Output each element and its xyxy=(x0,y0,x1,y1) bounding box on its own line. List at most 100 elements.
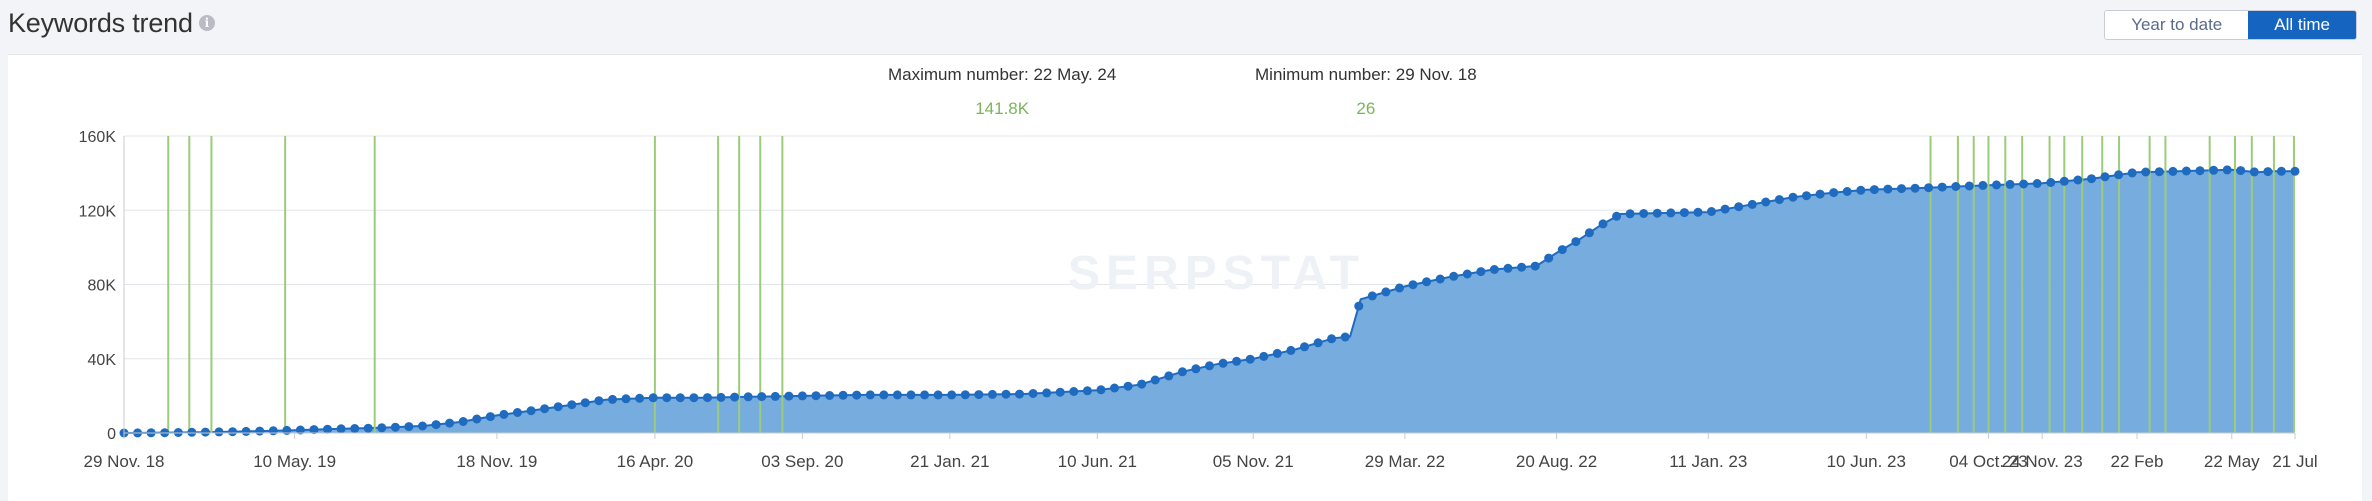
data-point xyxy=(1096,385,1106,395)
maximum-value: 141.8K xyxy=(975,99,1030,118)
info-icon[interactable]: i xyxy=(198,14,215,31)
y-tick-label: 0 xyxy=(107,426,116,443)
keywords-trend-chart: SERPSTAT 0 40K 80K 120K 160K 29 Nov. 18 10 Ma… xyxy=(79,129,2318,471)
data-point xyxy=(743,392,753,402)
data-point xyxy=(1082,386,1092,396)
data-point xyxy=(1245,354,1255,364)
area-fill xyxy=(124,169,2295,434)
minimum-stat: Minimum number: 29 Nov. 18 26 xyxy=(1255,65,1477,119)
data-point xyxy=(2154,167,2164,177)
data-point xyxy=(1218,358,1228,368)
data-point xyxy=(377,423,387,433)
y-axis: 0 40K 80K 120K 160K xyxy=(79,129,125,443)
data-point xyxy=(1992,180,2001,190)
data-points xyxy=(119,165,2300,438)
data-point xyxy=(214,427,224,437)
all-time-button[interactable]: All time xyxy=(2248,11,2356,39)
data-point xyxy=(363,423,373,433)
data-point xyxy=(1530,261,1540,271)
data-point xyxy=(1286,345,1296,355)
data-point xyxy=(648,393,658,403)
data-point xyxy=(1788,192,1798,202)
data-point xyxy=(1164,371,1174,381)
x-tick-label: 29 Nov. 18 xyxy=(84,452,165,471)
data-point xyxy=(770,391,780,401)
area-series xyxy=(123,168,2295,434)
year-to-date-button[interactable]: Year to date xyxy=(2105,11,2249,39)
data-point xyxy=(1340,332,1350,342)
data-point xyxy=(2181,166,2191,176)
data-point xyxy=(1815,189,1825,199)
y-tick-label: 120K xyxy=(79,203,117,220)
data-point xyxy=(1191,364,1201,374)
data-point xyxy=(1842,187,1852,196)
data-point xyxy=(404,422,414,432)
x-tick-label: 16 Apr. 20 xyxy=(617,452,694,471)
data-point xyxy=(1924,183,1934,193)
data-point xyxy=(485,412,495,422)
data-point xyxy=(255,426,265,436)
x-tick-label: 10 May. 19 xyxy=(253,452,336,471)
data-point xyxy=(1395,283,1404,293)
data-point xyxy=(200,427,210,437)
serpstat-watermark: SERPSTAT xyxy=(1068,247,1365,300)
data-point xyxy=(865,390,875,400)
data-point xyxy=(608,394,617,404)
data-point xyxy=(1042,388,1052,398)
x-tick-label: 21 Jul xyxy=(2272,452,2317,471)
data-point xyxy=(1015,389,1024,399)
data-point xyxy=(1272,348,1282,358)
data-point xyxy=(2100,172,2110,182)
data-point xyxy=(960,390,970,400)
data-point xyxy=(1069,387,1079,396)
data-point xyxy=(472,414,482,424)
data-point xyxy=(757,392,767,402)
data-point xyxy=(1435,274,1445,284)
data-point xyxy=(2127,168,2137,178)
data-point xyxy=(1883,184,1893,194)
data-point xyxy=(187,427,197,437)
data-point xyxy=(920,390,930,400)
data-point xyxy=(2087,174,2096,184)
data-point xyxy=(1964,181,1974,191)
data-point xyxy=(513,408,522,417)
chart-title: Keywords trend i xyxy=(8,8,215,39)
data-point xyxy=(580,398,590,408)
data-point xyxy=(2114,170,2124,180)
data-point xyxy=(703,393,712,403)
data-point xyxy=(1571,237,1581,247)
data-point xyxy=(1761,197,1771,207)
data-point xyxy=(1544,253,1554,263)
data-point xyxy=(1937,182,1947,192)
data-point xyxy=(621,394,631,404)
data-point xyxy=(1612,211,1622,221)
data-point xyxy=(2263,167,2273,177)
data-point xyxy=(892,390,902,400)
data-point xyxy=(1652,208,1662,218)
x-tick-label: 11 Jan. 23 xyxy=(1669,452,1747,471)
data-point xyxy=(1259,351,1269,361)
data-point xyxy=(431,420,441,430)
data-point xyxy=(1707,207,1716,216)
watermark-text: SERPSTAT xyxy=(1068,247,1365,300)
data-point xyxy=(336,424,346,434)
data-point xyxy=(974,390,984,400)
data-point xyxy=(1856,185,1866,195)
data-point xyxy=(1978,180,1988,190)
x-tick-label: 24 Nov. 23 xyxy=(2002,452,2083,471)
chart-panel: Maximum number: 22 May. 24 141.8K Minimu… xyxy=(8,54,2362,501)
x-tick-label: 29 Mar. 22 xyxy=(1365,452,1445,471)
period-toggle: Year to date All time xyxy=(2104,10,2357,40)
data-point xyxy=(1177,367,1187,377)
data-point xyxy=(1422,277,1432,287)
data-point xyxy=(730,392,740,402)
data-point xyxy=(526,406,536,416)
data-point xyxy=(2168,166,2178,176)
data-point xyxy=(1869,185,1879,195)
header: Keywords trend i Year to date All time xyxy=(0,0,2372,52)
data-point xyxy=(1408,280,1418,290)
x-tick-label: 04 Oct. 23 xyxy=(1949,452,2027,471)
data-point xyxy=(323,424,332,434)
x-tick-label: 22 May xyxy=(2204,452,2260,471)
data-point xyxy=(499,409,509,419)
